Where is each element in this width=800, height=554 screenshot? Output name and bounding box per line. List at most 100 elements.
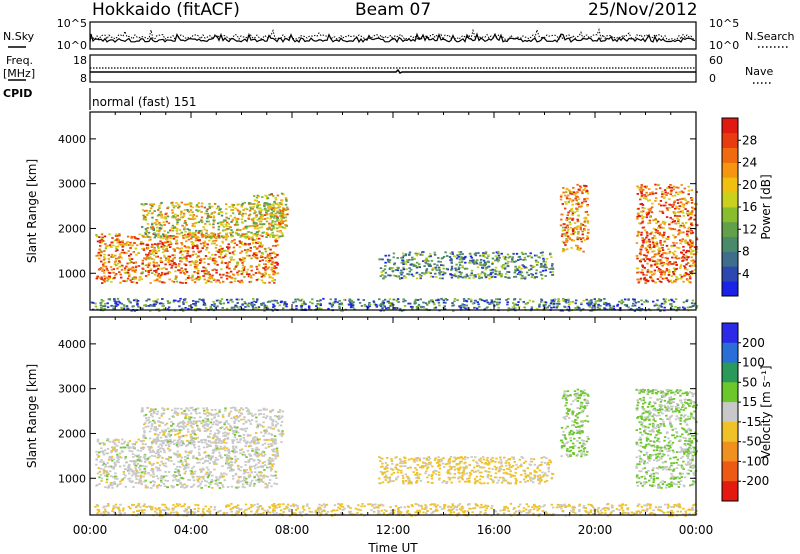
colorbar-cell <box>722 402 738 423</box>
colorbar-tick-label: 100 <box>742 356 765 370</box>
colorbar-cell <box>722 342 738 363</box>
region-midday-slanted-band <box>378 455 555 485</box>
nave-tick-top: 60 <box>709 54 723 67</box>
time-axis-label: Time UT <box>367 541 418 554</box>
colorbar-cell <box>722 281 738 297</box>
nsky-frame <box>89 21 697 50</box>
nsearch-tick-top: 10^5 <box>709 17 739 30</box>
colorbar-label: Power [dB] <box>759 174 773 239</box>
colorbar-cell <box>722 132 738 148</box>
x-tick-label: 08:00 <box>275 523 310 537</box>
colorbar-cell <box>722 266 738 282</box>
colorbar-cell <box>722 207 738 223</box>
power-ylabel: Slant Range [km] <box>25 159 39 263</box>
nsky-trace <box>89 32 696 44</box>
colorbar-tick-label: 16 <box>742 200 757 214</box>
cpid-panel: CPID normal (fast) 151 <box>3 87 196 110</box>
nsearch-label: N.Search <box>745 30 795 43</box>
velocity-colorbar: 200 100 50 15 -15 -50 -100 -200 Velocity [m s⁻¹] <box>721 322 773 502</box>
nsky-panel: N.Sky 10^5 10^0 10^5 10^0 N.Search <box>3 17 795 52</box>
colorbar-cell <box>722 236 738 252</box>
x-tick-label: 00:00 <box>73 523 108 537</box>
colorbar-cell <box>722 162 738 178</box>
colorbar-tick-label: 200 <box>742 336 765 350</box>
colorbar-tick-label: 50 <box>742 375 757 389</box>
y-tick-label: 3000 <box>58 383 86 396</box>
cpid-mode: normal (fast) 151 <box>92 95 196 109</box>
colorbar-tick-label: 8 <box>742 245 750 259</box>
power-marks <box>90 183 699 312</box>
beam-title: Beam 07 <box>355 0 432 20</box>
y-tick-label: 1000 <box>58 267 86 280</box>
freq-trace <box>90 68 696 74</box>
colorbar-tick-label: 24 <box>742 156 757 170</box>
region-dawn-sector-upper-streaks <box>140 406 285 445</box>
y-tick-label: 4000 <box>58 133 86 146</box>
colorbar-cell <box>722 323 738 344</box>
region-evening-patch-B <box>635 183 699 284</box>
colorbar-cell <box>722 118 738 134</box>
x-tick-label: 20:00 <box>578 523 613 537</box>
colorbar-cell <box>722 421 738 443</box>
colorbar-cell <box>722 221 738 237</box>
velocity-x-axis: 00:00 04:00 08:00 12:00 16:00 20:00 00:00 <box>73 317 714 537</box>
colorbar-tick-label: -100 <box>742 454 769 468</box>
region-evening-patch-A <box>559 183 590 253</box>
colorbar-frame <box>721 322 739 502</box>
colorbar-cell <box>722 251 738 267</box>
power-y-axis: 1000 2000 3000 4000 <box>58 133 696 280</box>
colorbar-tick-label: 4 <box>742 267 750 281</box>
y-tick-label: 2000 <box>58 427 86 440</box>
nave-tick-bottom: 0 <box>709 72 716 85</box>
nave-label: Nave <box>745 65 773 78</box>
colorbar-tick-label: -15 <box>742 415 762 429</box>
y-tick-label: 1000 <box>58 472 86 485</box>
velocity-panel: 1000 2000 3000 4000 00:00 04:00 08:00 12:00 16:… <box>25 316 773 554</box>
power-panel: 1000 2000 3000 4000 Slant Range [km] 4 8 12 16… <box>25 111 773 312</box>
region-evening-patch-A <box>559 388 590 458</box>
nsearch-trace <box>89 27 696 41</box>
x-tick-label: 12:00 <box>376 523 411 537</box>
velocity-y-axis: 1000 2000 3000 4000 <box>58 338 696 485</box>
x-tick-label: 04:00 <box>174 523 209 537</box>
colorbar-tick-label: 28 <box>742 133 757 147</box>
y-tick-label: 2000 <box>58 222 86 235</box>
freq-tick-bottom: 8 <box>80 72 87 85</box>
colorbar-cell <box>722 441 738 462</box>
y-tick-label: 3000 <box>58 178 86 191</box>
velocity-marks <box>94 388 699 517</box>
x-tick-label: 16:00 <box>477 523 512 537</box>
colorbar-tick-label: 15 <box>742 395 757 409</box>
region-dawn-sector-upper-streaks <box>140 201 285 240</box>
colorbar-label: Velocity [m s⁻¹] <box>759 365 773 458</box>
colorbar-cell <box>722 192 738 208</box>
station-title: Hokkaido (fitACF) <box>92 0 240 20</box>
region-evening-patch-B <box>635 388 699 489</box>
power-x-axis <box>89 112 697 310</box>
freq-panel: Freq. [MHz] 18 8 60 0 Nave <box>3 54 773 85</box>
power-colorbar: 4 8 12 16 20 24 28 Power [dB] <box>721 117 773 297</box>
freq-label: Freq. <box>6 54 33 67</box>
colorbar-cell <box>722 177 738 193</box>
colorbar-tick-label: 20 <box>742 178 757 192</box>
colorbar-tick-label: -200 <box>742 474 769 488</box>
colorbar-cell <box>722 481 738 502</box>
colorbar-tick-label: 12 <box>742 222 757 236</box>
colorbar-tick-label: -50 <box>742 435 762 449</box>
colorbar-cell <box>722 147 738 163</box>
velocity-frame <box>89 316 697 516</box>
cpid-label: CPID <box>3 87 32 100</box>
date-title: 25/Nov/2012 <box>588 0 698 20</box>
region-dawn-sector-band <box>95 233 280 284</box>
colorbar-cell <box>722 362 738 383</box>
x-tick-label: 00:00 <box>679 523 714 537</box>
velocity-ylabel: Slant Range [km] <box>25 364 39 468</box>
region-dawn-sector-band <box>95 438 280 489</box>
freq-unit: [MHz] <box>3 67 35 80</box>
nsky-tick-top: 10^5 <box>57 17 87 30</box>
nsky-tick-bottom: 10^0 <box>57 39 87 52</box>
region-midday-slanted-band <box>378 250 555 280</box>
freq-tick-top: 18 <box>73 54 87 67</box>
colorbar-cell <box>722 382 738 403</box>
